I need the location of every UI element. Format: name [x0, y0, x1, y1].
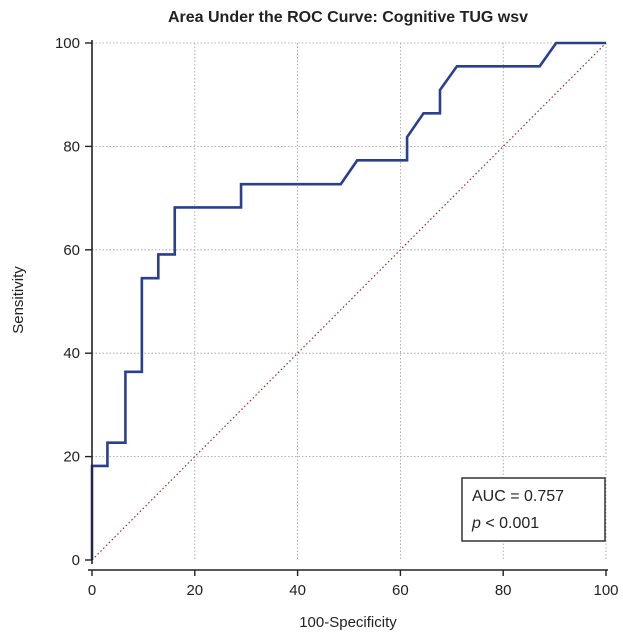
grid-lines — [92, 42, 607, 560]
x-tick-label: 100 — [593, 582, 618, 599]
x-tick-labels: 0 20 40 60 80 100 — [88, 582, 619, 599]
x-axis-label: 100-Specificity — [299, 614, 397, 631]
y-tick-label: 60 — [63, 242, 80, 259]
y-tick-label: 40 — [63, 345, 80, 362]
auc-value-text: AUC = 0.757 — [472, 488, 564, 505]
y-tick-labels: 0 20 40 60 80 100 — [55, 35, 80, 569]
axes — [85, 40, 608, 576]
p-value-letter: p — [471, 515, 481, 532]
x-tick-label: 0 — [88, 582, 96, 599]
x-tick-label: 20 — [186, 582, 203, 599]
reference-line — [91, 42, 607, 561]
x-tick-label: 60 — [392, 582, 409, 599]
p-value-rest: < 0.001 — [481, 515, 539, 532]
reference-diagonal — [91, 42, 607, 561]
x-tick-label: 40 — [289, 582, 306, 599]
y-tick-label: 80 — [63, 138, 80, 155]
auc-annotation: AUC = 0.757 p < 0.001 — [461, 477, 606, 542]
y-tick-label: 100 — [55, 35, 80, 52]
p-value-text: p < 0.001 — [471, 515, 539, 532]
y-axis-label: Sensitivity — [10, 266, 27, 334]
x-tick-label: 80 — [495, 582, 512, 599]
chart-title: Area Under the ROC Curve: Cognitive TUG … — [168, 9, 528, 26]
roc-curve-line — [90, 41, 606, 560]
y-tick-label: 0 — [72, 552, 80, 569]
roc-series — [90, 41, 606, 560]
y-tick-label: 20 — [63, 449, 80, 466]
auc-annotation-box — [461, 477, 606, 542]
